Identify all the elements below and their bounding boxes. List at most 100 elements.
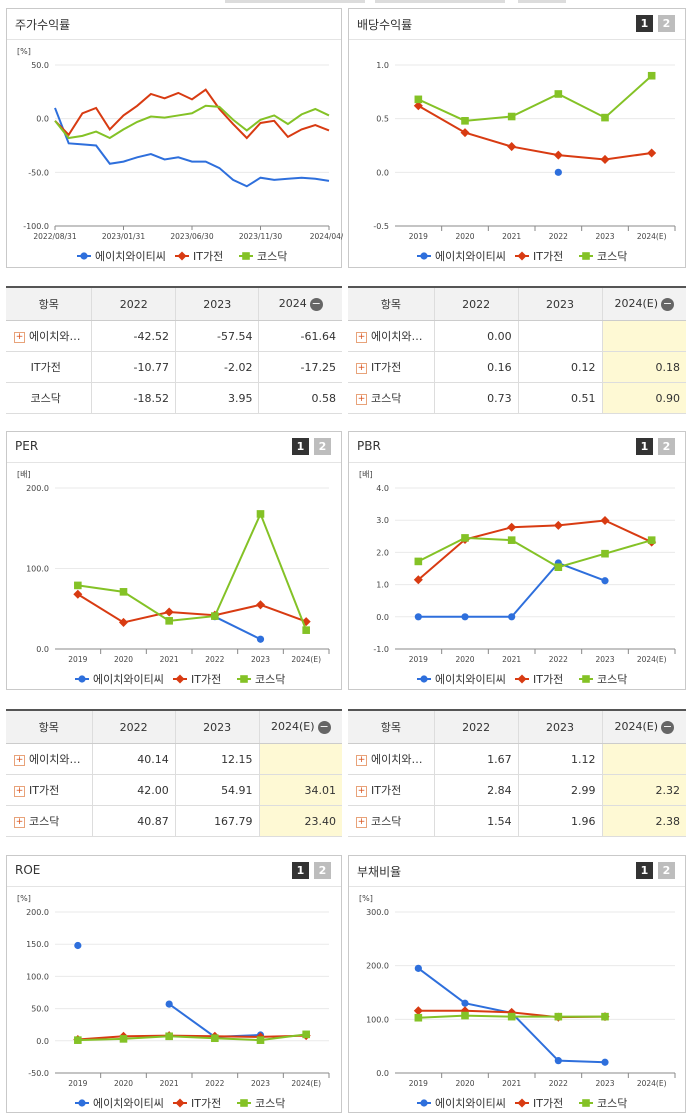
data-point-3 — [119, 588, 128, 596]
row-label[interactable]: + 에이치와… — [348, 320, 435, 352]
legend-label: 에이치와이티씨 — [93, 673, 164, 686]
row-label[interactable]: + 코스닥 — [348, 382, 435, 414]
row-label-text: 에이치와… — [371, 330, 423, 343]
chart-svg: 1.0 0.5 0.0 -0.5 2019 2020 2021 2022 2023 2024(E)… — [373, 61, 676, 263]
table-cell: -57.54 — [174, 320, 259, 352]
header-row: 항목 2022 2023 2024− — [6, 288, 342, 321]
row-label-text: 코스닥 — [371, 815, 402, 828]
view-1-button[interactable]: 1 — [292, 862, 309, 879]
collapse-icon[interactable]: − — [317, 719, 331, 734]
row-label[interactable]: + 에이치와… — [6, 743, 92, 775]
expand-icon[interactable]: + — [356, 393, 367, 405]
x-tick-label: 2020 — [455, 232, 474, 241]
column-header-label: 2022 — [462, 297, 491, 311]
table-row: + IT가전 2.84 2.99 2.32 — [348, 774, 686, 806]
x-tick-label: 2022/08/31 — [33, 232, 76, 241]
table-cell: 2.84 — [433, 774, 519, 806]
expand-icon[interactable]: + — [356, 785, 367, 797]
y-tick-label: 2.0 — [376, 548, 389, 557]
view-2-button[interactable]: 2 — [658, 438, 675, 455]
y-tick-label: 100.0 — [26, 972, 49, 981]
data-point-1 — [554, 1057, 562, 1065]
column-header: 2022 — [433, 711, 519, 744]
row-label[interactable]: + 에이치와… — [6, 320, 92, 352]
y-tick-label: -100.0 — [23, 222, 49, 231]
data-point-3 — [647, 71, 656, 80]
data-point-2 — [600, 515, 610, 526]
x-tick-label: 2021 — [502, 655, 521, 664]
dividend-yield-table: 항목 2022 2023 2024(E) − + 에이치와… 0.00 + IT가전 0.16 0.1… — [348, 286, 686, 414]
data-point-3 — [414, 95, 423, 104]
row-label[interactable]: + IT가전 — [6, 774, 92, 806]
row-label-text: 에이치와… — [29, 330, 81, 343]
view-2-button[interactable]: 2 — [314, 438, 331, 455]
series-line-1 — [214, 615, 261, 641]
panel-title: ROE — [15, 863, 41, 877]
x-tick-label: 2023 — [595, 1079, 614, 1088]
view-2-button[interactable]: 2 — [314, 862, 331, 879]
row-label[interactable]: + IT가전 — [348, 351, 435, 383]
data-point-3 — [256, 1036, 265, 1044]
view-1-button[interactable]: 1 — [292, 438, 309, 455]
top-scroll-edge — [518, 0, 566, 3]
column-header: 2022 — [91, 288, 176, 321]
collapse-icon[interactable]: − — [309, 296, 323, 311]
view-1-button[interactable]: 1 — [636, 438, 653, 455]
chart-svg: [배]4.0 3.0 2.0 1.0 0.0 -1.0 2019 2020 2021 2022 20… — [359, 470, 676, 686]
row-label[interactable]: + 에이치와… — [348, 743, 435, 775]
view-1-button[interactable]: 1 — [636, 862, 653, 879]
data-point-1 — [256, 635, 265, 643]
data-point-2 — [553, 520, 563, 530]
x-tick-label: 2022 — [549, 1079, 568, 1088]
expand-icon[interactable]: + — [356, 816, 367, 828]
expand-icon[interactable]: + — [356, 362, 367, 374]
data-point-2 — [255, 600, 266, 610]
legend-marker — [242, 252, 250, 260]
column-header-label: 항목 — [38, 721, 59, 734]
expand-icon[interactable]: + — [14, 785, 25, 797]
column-header: 항목 — [6, 288, 92, 321]
collapse-icon[interactable]: − — [661, 296, 675, 311]
legend-label: 코스닥 — [597, 673, 627, 686]
data-point-3 — [256, 510, 265, 518]
table-cell: 3.95 — [174, 382, 259, 414]
row-label[interactable]: + IT가전 — [348, 774, 435, 806]
x-tick-label: 2019 — [68, 1079, 87, 1088]
data-point-1 — [74, 941, 82, 950]
y-tick-label: 200.0 — [26, 908, 49, 917]
expand-icon[interactable]: + — [14, 331, 25, 343]
x-tick-label: 2024(E) — [637, 1079, 667, 1088]
column-header-label: 2024(E) — [614, 720, 659, 734]
view-1-button[interactable]: 1 — [636, 15, 653, 32]
series-line-3 — [417, 536, 652, 569]
view-2-button[interactable]: 2 — [658, 862, 675, 879]
expand-icon[interactable]: + — [356, 331, 367, 343]
collapse-icon[interactable]: − — [661, 719, 675, 734]
legend-marker — [517, 1098, 527, 1108]
table-cell — [517, 320, 602, 352]
y-tick-label: 4.0 — [376, 484, 389, 493]
column-header-label: 2024(E) — [271, 720, 315, 734]
legend-label: 에이치와이티씨 — [93, 1097, 164, 1110]
column-header: 항목 — [348, 711, 435, 744]
row-label[interactable]: + 코스닥 — [6, 805, 92, 837]
legend-label: 코스닥 — [255, 1097, 285, 1110]
table-cell: -10.77 — [91, 351, 176, 383]
expand-icon[interactable]: + — [14, 754, 25, 766]
row-label[interactable]: + 코스닥 — [348, 805, 435, 837]
legend-label: 에이치와이티씨 — [95, 250, 166, 263]
expand-icon[interactable]: + — [356, 754, 367, 766]
unit-label: [배] — [17, 470, 31, 479]
data-point-3 — [507, 1012, 516, 1021]
column-header: 항목 — [348, 288, 435, 321]
table-row: + IT가전 0.16 0.12 0.18 — [348, 351, 686, 383]
series-line-2 — [54, 88, 330, 140]
header-row: 항목 2022 2023 2024(E) − — [6, 711, 342, 744]
x-tick-label: 2021 — [160, 1079, 179, 1088]
legend-marker — [517, 251, 527, 261]
column-header: 2024(E) − — [601, 711, 686, 744]
y-tick-label: 50.0 — [31, 61, 49, 70]
view-2-button[interactable]: 2 — [658, 15, 675, 32]
table-cell: 0.73 — [433, 382, 519, 414]
expand-icon[interactable]: + — [14, 816, 25, 828]
